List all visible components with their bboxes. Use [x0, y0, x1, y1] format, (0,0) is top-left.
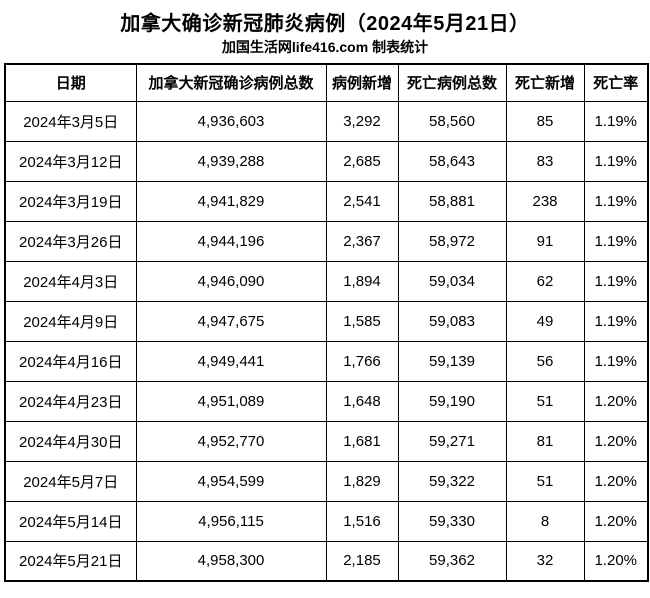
table-cell-new-deaths: 49	[505, 300, 585, 342]
table-cell-total-cases: 4,949,441	[135, 340, 327, 382]
table-cell-total-cases: 4,954,599	[135, 460, 327, 502]
table-row: 2024年4月16日 4,949,441 1,766 59,139 56 1.19%	[4, 340, 649, 382]
table-row: 2024年4月23日 4,951,089 1,648 59,190 51 1.20%	[4, 380, 649, 422]
table-cell-date: 2024年5月14日	[4, 500, 137, 542]
column-header-death-rate: 死亡率	[583, 63, 649, 102]
table-cell-death-rate: 1.20%	[583, 420, 649, 462]
column-header-date: 日期	[4, 63, 137, 102]
page-subtitle: 加国生活网life416.com 制表统计	[221, 39, 429, 55]
table-cell-new-cases: 1,585	[325, 300, 399, 342]
table-row: 2024年4月9日 4,947,675 1,585 59,083 49 1.19%	[4, 300, 649, 342]
table-cell-death-rate: 1.19%	[583, 340, 649, 382]
table-cell-death-rate: 1.19%	[583, 220, 649, 262]
table-cell-total-deaths: 59,190	[397, 380, 507, 422]
table-cell-new-deaths: 51	[505, 380, 585, 422]
table-cell-total-deaths: 59,330	[397, 500, 507, 542]
table-cell-total-cases: 4,946,090	[135, 260, 327, 302]
table-cell-new-deaths: 85	[505, 100, 585, 142]
table-cell-new-cases: 2,185	[325, 540, 399, 582]
table-cell-new-cases: 3,292	[325, 100, 399, 142]
table-cell-date: 2024年3月5日	[4, 100, 137, 142]
table-cell-new-deaths: 91	[505, 220, 585, 262]
table-cell-total-deaths: 58,881	[397, 180, 507, 222]
table-cell-total-deaths: 59,139	[397, 340, 507, 382]
table-row: 2024年3月5日 4,936,603 3,292 58,560 85 1.19%	[4, 100, 649, 142]
table-cell-death-rate: 1.19%	[583, 100, 649, 142]
table-cell-date: 2024年5月7日	[4, 460, 137, 502]
table-cell-new-deaths: 32	[505, 540, 585, 582]
page-title: 加拿大确诊新冠肺炎病例（2024年5月21日）	[120, 13, 530, 35]
table-cell-new-cases: 1,648	[325, 380, 399, 422]
table-cell-new-cases: 1,516	[325, 500, 399, 542]
table-header-row: 日期 加拿大新冠确诊病例总数 病例新增 死亡病例总数 死亡新增 死亡率	[4, 63, 649, 102]
table-row: 2024年4月30日 4,952,770 1,681 59,271 81 1.20%	[4, 420, 649, 462]
table-cell-date: 2024年4月30日	[4, 420, 137, 462]
table-cell-new-cases: 1,766	[325, 340, 399, 382]
table-row: 2024年5月14日 4,956,115 1,516 59,330 8 1.20%	[4, 500, 649, 542]
table-cell-new-deaths: 62	[505, 260, 585, 302]
covid-stats-table: 日期 加拿大新冠确诊病例总数 病例新增 死亡病例总数 死亡新增 死亡率 2024年3月5日…	[4, 63, 649, 582]
table-cell-total-deaths: 59,083	[397, 300, 507, 342]
table-cell-date: 2024年3月26日	[4, 220, 137, 262]
table-cell-total-deaths: 58,643	[397, 140, 507, 182]
table-cell-death-rate: 1.19%	[583, 140, 649, 182]
table-cell-new-cases: 1,894	[325, 260, 399, 302]
table-cell-death-rate: 1.20%	[583, 500, 649, 542]
table-cell-total-cases: 4,947,675	[135, 300, 327, 342]
table-cell-new-deaths: 56	[505, 340, 585, 382]
column-header-total-deaths: 死亡病例总数	[397, 63, 507, 102]
table-row: 2024年5月7日 4,954,599 1,829 59,322 51 1.20%	[4, 460, 649, 502]
table-cell-total-cases: 4,956,115	[135, 500, 327, 542]
table-cell-new-cases: 1,681	[325, 420, 399, 462]
column-header-total-cases: 加拿大新冠确诊病例总数	[135, 63, 327, 102]
column-header-new-cases: 病例新增	[325, 63, 399, 102]
table-cell-date: 2024年5月21日	[4, 540, 137, 582]
table-cell-new-deaths: 81	[505, 420, 585, 462]
table-cell-new-cases: 2,541	[325, 180, 399, 222]
table-cell-total-deaths: 59,362	[397, 540, 507, 582]
table-cell-death-rate: 1.20%	[583, 460, 649, 502]
table-cell-total-deaths: 58,560	[397, 100, 507, 142]
table-row: 2024年3月12日 4,939,288 2,685 58,643 83 1.19%	[4, 140, 649, 182]
table-cell-total-cases: 4,941,829	[135, 180, 327, 222]
table-cell-death-rate: 1.20%	[583, 380, 649, 422]
table-cell-new-cases: 2,367	[325, 220, 399, 262]
table-cell-date: 2024年4月9日	[4, 300, 137, 342]
table-cell-total-deaths: 59,034	[397, 260, 507, 302]
table-row: 2024年4月3日 4,946,090 1,894 59,034 62 1.19%	[4, 260, 649, 302]
table-row: 2024年3月19日 4,941,829 2,541 58,881 238 1.19%	[4, 180, 649, 222]
table-cell-total-deaths: 58,972	[397, 220, 507, 262]
column-header-new-deaths: 死亡新增	[505, 63, 585, 102]
table-cell-new-deaths: 238	[505, 180, 585, 222]
table-cell-total-cases: 4,936,603	[135, 100, 327, 142]
table-cell-total-deaths: 59,322	[397, 460, 507, 502]
table-cell-death-rate: 1.20%	[583, 540, 649, 582]
table-cell-new-cases: 1,829	[325, 460, 399, 502]
table-cell-death-rate: 1.19%	[583, 260, 649, 302]
table-cell-date: 2024年4月23日	[4, 380, 137, 422]
table-cell-total-cases: 4,944,196	[135, 220, 327, 262]
table-cell-total-cases: 4,939,288	[135, 140, 327, 182]
table-cell-death-rate: 1.19%	[583, 180, 649, 222]
table-cell-new-deaths: 83	[505, 140, 585, 182]
table-cell-death-rate: 1.19%	[583, 300, 649, 342]
table-cell-total-deaths: 59,271	[397, 420, 507, 462]
table-cell-new-cases: 2,685	[325, 140, 399, 182]
table-cell-total-cases: 4,952,770	[135, 420, 327, 462]
table-cell-date: 2024年3月12日	[4, 140, 137, 182]
table-row: 2024年5月21日 4,958,300 2,185 59,362 32 1.20%	[4, 540, 649, 582]
table-row: 2024年3月26日 4,944,196 2,367 58,972 91 1.19%	[4, 220, 649, 262]
table-cell-date: 2024年4月3日	[4, 260, 137, 302]
table-cell-date: 2024年3月19日	[4, 180, 137, 222]
table-cell-new-deaths: 8	[505, 500, 585, 542]
table-cell-total-cases: 4,958,300	[135, 540, 327, 582]
table-body: 2024年3月5日 4,936,603 3,292 58,560 85 1.19% 2024…	[4, 100, 649, 582]
table-cell-new-deaths: 51	[505, 460, 585, 502]
table-cell-date: 2024年4月16日	[4, 340, 137, 382]
table-cell-total-cases: 4,951,089	[135, 380, 327, 422]
